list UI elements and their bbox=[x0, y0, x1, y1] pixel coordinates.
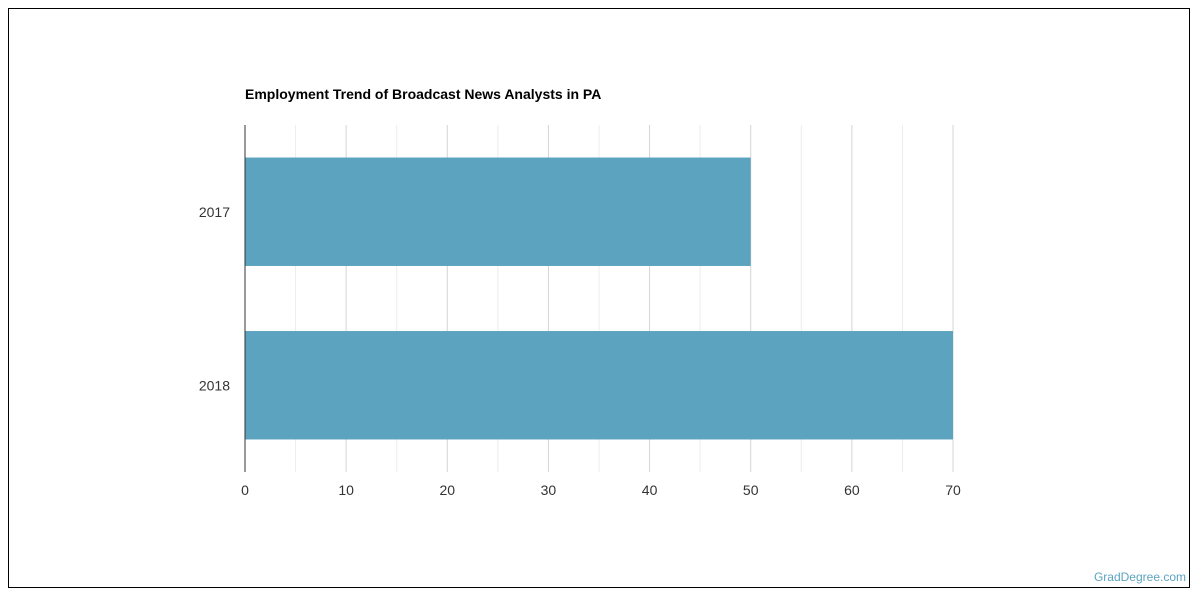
y-tick-label: 2018 bbox=[199, 377, 230, 393]
bar-2018[interactable] bbox=[245, 331, 953, 440]
y-tick-label: 2017 bbox=[199, 204, 230, 220]
tick-labels: 2017 2018 0 10 20 30 40 50 60 70 bbox=[199, 204, 961, 498]
x-tick-label: 60 bbox=[844, 482, 860, 498]
chart-title: Employment Trend of Broadcast News Analy… bbox=[245, 86, 602, 102]
x-tick-label: 30 bbox=[541, 482, 557, 498]
x-tick-label: 40 bbox=[642, 482, 658, 498]
x-tick-label: 0 bbox=[241, 482, 249, 498]
bars bbox=[245, 157, 953, 440]
x-tick-label: 20 bbox=[439, 482, 455, 498]
site-credit-link[interactable]: GradDegree.com bbox=[1093, 570, 1186, 584]
bar-2017[interactable] bbox=[245, 157, 751, 266]
x-tick-label: 70 bbox=[945, 482, 961, 498]
x-tick-label: 10 bbox=[338, 482, 354, 498]
x-tick-label: 50 bbox=[743, 482, 759, 498]
